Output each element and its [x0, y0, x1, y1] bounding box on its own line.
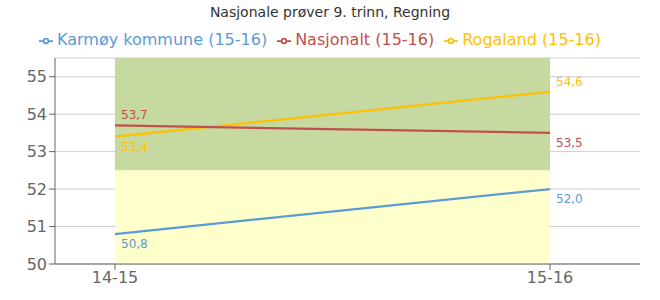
svg-text:53,4: 53,4: [121, 140, 148, 154]
svg-text:50,8: 50,8: [121, 237, 148, 251]
html-text:Nasjonale prøver 9. trinn, Reg: Nasjonale prøver 9. trinn, Regning: [209, 4, 451, 20]
svg-text:15-16: 15-16: [527, 268, 574, 287]
svg-text:53,5: 53,5: [556, 136, 583, 150]
html-text:Karmøy kommune (15-16): Karmøy kommune (15-16): [57, 30, 268, 49]
svg-text:54: 54: [27, 105, 47, 124]
svg-text:53,7: 53,7: [121, 108, 148, 122]
svg-text:53: 53: [27, 142, 47, 161]
svg-text:54,6: 54,6: [556, 75, 583, 89]
svg-text:52,0: 52,0: [556, 192, 583, 206]
svg-text:50: 50: [27, 255, 47, 274]
svg-text:52: 52: [27, 180, 47, 199]
html-text:Nasjonalt (15-16): Nasjonalt (15-16): [295, 30, 435, 49]
svg-text:51: 51: [27, 217, 47, 236]
svg-text:55: 55: [27, 67, 47, 86]
html-text:Rogaland (15-16): Rogaland (15-16): [462, 30, 601, 49]
svg-text:14-15: 14-15: [92, 268, 139, 287]
